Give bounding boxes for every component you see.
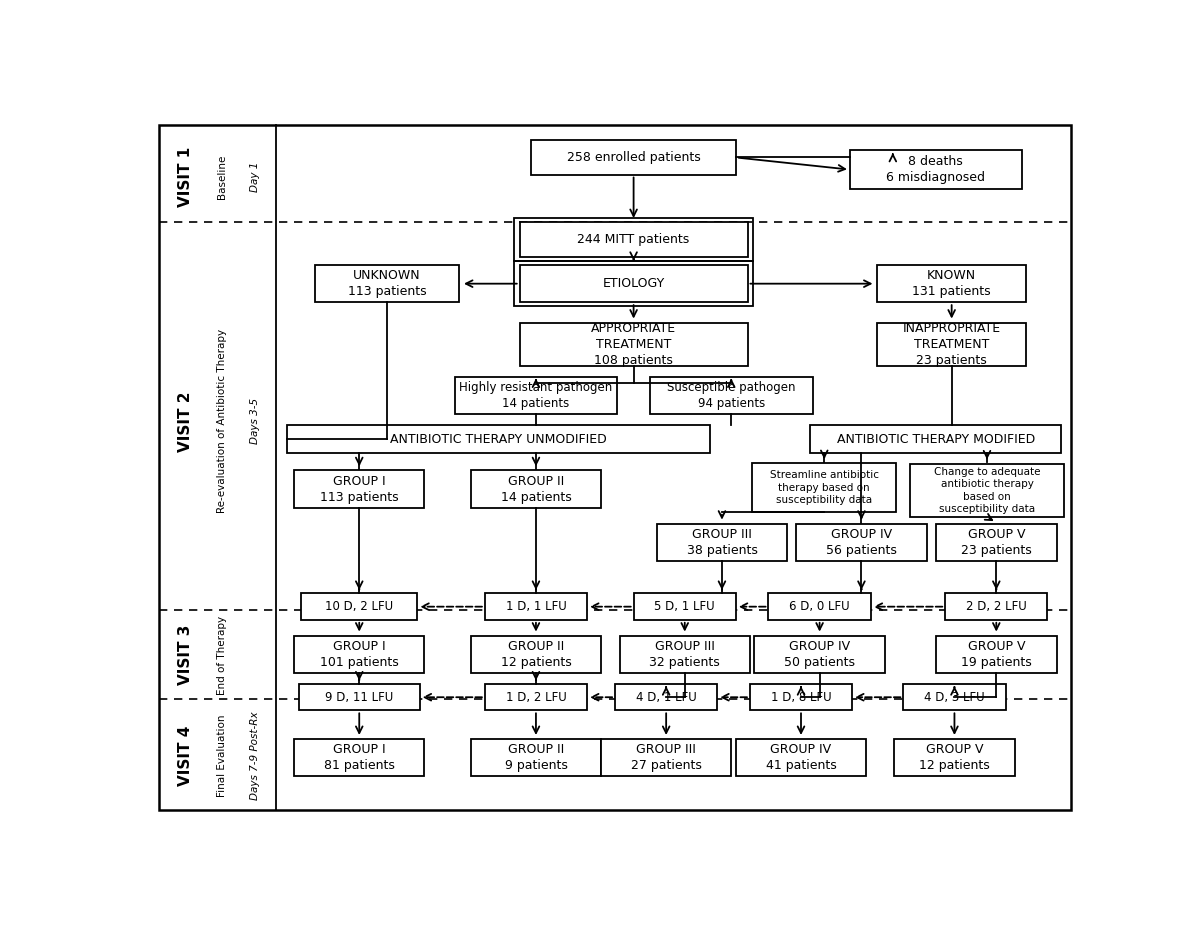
Text: GROUP I
113 patients: GROUP I 113 patients xyxy=(320,474,398,504)
Bar xyxy=(532,141,736,175)
Bar xyxy=(520,265,748,302)
Text: GROUP III
38 patients: GROUP III 38 patients xyxy=(686,528,757,557)
Bar xyxy=(470,739,601,776)
Text: 4 D, 3 LFU: 4 D, 3 LFU xyxy=(924,691,985,704)
Bar xyxy=(294,470,425,507)
Text: GROUP V
23 patients: GROUP V 23 patients xyxy=(961,528,1032,557)
Text: Highly resistant pathogen
14 patients: Highly resistant pathogen 14 patients xyxy=(460,382,612,410)
Text: Susceptible pathogen
94 patients: Susceptible pathogen 94 patients xyxy=(667,382,796,410)
Text: Days 7-9 Post-Rx: Days 7-9 Post-Rx xyxy=(250,711,260,800)
Bar xyxy=(634,594,736,619)
Bar xyxy=(520,222,748,257)
Text: End of Therapy: End of Therapy xyxy=(217,616,227,694)
Text: UNKNOWN
113 patients: UNKNOWN 113 patients xyxy=(348,269,426,298)
Bar xyxy=(470,470,601,507)
Text: VISIT 2: VISIT 2 xyxy=(178,391,193,452)
Text: 8 deaths
6 misdiagnosed: 8 deaths 6 misdiagnosed xyxy=(887,155,985,184)
Text: KNOWN
131 patients: KNOWN 131 patients xyxy=(912,269,991,298)
Text: GROUP III
32 patients: GROUP III 32 patients xyxy=(649,640,720,669)
Text: Days 3-5: Days 3-5 xyxy=(250,398,260,444)
Bar xyxy=(946,594,1048,619)
Text: ANTIBIOTIC THERAPY MODIFIED: ANTIBIOTIC THERAPY MODIFIED xyxy=(836,432,1034,445)
Text: 5 D, 1 LFU: 5 D, 1 LFU xyxy=(654,600,715,613)
Bar xyxy=(616,684,718,710)
Bar xyxy=(936,524,1057,561)
Bar xyxy=(316,265,460,302)
Text: GROUP IV
41 patients: GROUP IV 41 patients xyxy=(766,744,836,772)
Text: APPROPRIATE
TREATMENT
108 patients: APPROPRIATE TREATMENT 108 patients xyxy=(592,321,676,367)
Text: 10 D, 2 LFU: 10 D, 2 LFU xyxy=(325,600,394,613)
Text: Streamline antibiotic
therapy based on
susceptibility data: Streamline antibiotic therapy based on s… xyxy=(769,470,878,505)
Bar xyxy=(287,425,710,454)
Text: GROUP V
19 patients: GROUP V 19 patients xyxy=(961,640,1032,669)
Text: 9 D, 11 LFU: 9 D, 11 LFU xyxy=(325,691,394,704)
Bar xyxy=(514,219,754,261)
Text: INAPPROPRIATE
TREATMENT
23 patients: INAPPROPRIATE TREATMENT 23 patients xyxy=(902,321,1001,367)
Text: GROUP I
81 patients: GROUP I 81 patients xyxy=(324,744,395,772)
Bar xyxy=(299,684,420,710)
Bar xyxy=(752,463,896,512)
Bar xyxy=(470,636,601,673)
Bar xyxy=(514,261,754,307)
Text: 258 enrolled patients: 258 enrolled patients xyxy=(566,151,701,164)
Text: VISIT 1: VISIT 1 xyxy=(178,146,193,206)
Text: VISIT 3: VISIT 3 xyxy=(178,625,193,685)
Text: Final Evaluation: Final Evaluation xyxy=(217,715,227,797)
Text: GROUP IV
56 patients: GROUP IV 56 patients xyxy=(826,528,896,557)
Bar xyxy=(601,739,731,776)
Bar xyxy=(755,636,884,673)
Bar xyxy=(294,739,425,776)
Text: GROUP V
12 patients: GROUP V 12 patients xyxy=(919,744,990,772)
Text: GROUP II
14 patients: GROUP II 14 patients xyxy=(500,474,571,504)
Bar xyxy=(810,425,1062,454)
Text: 1 D, 8 LFU: 1 D, 8 LFU xyxy=(770,691,832,704)
Bar xyxy=(894,739,1015,776)
Text: GROUP II
9 patients: GROUP II 9 patients xyxy=(504,744,568,772)
Text: 1 D, 1 LFU: 1 D, 1 LFU xyxy=(505,600,566,613)
Bar xyxy=(936,636,1057,673)
Bar xyxy=(520,323,748,366)
Bar xyxy=(656,524,787,561)
Bar xyxy=(294,636,425,673)
Bar xyxy=(485,594,587,619)
Bar xyxy=(877,265,1026,302)
Text: GROUP III
27 patients: GROUP III 27 patients xyxy=(631,744,702,772)
Bar xyxy=(877,323,1026,366)
Bar xyxy=(485,684,587,710)
Bar xyxy=(768,594,871,619)
Text: 1 D, 2 LFU: 1 D, 2 LFU xyxy=(505,691,566,704)
Text: VISIT 4: VISIT 4 xyxy=(178,725,193,786)
Text: ETIOLOGY: ETIOLOGY xyxy=(602,277,665,290)
Bar xyxy=(301,594,418,619)
Text: Baseline: Baseline xyxy=(217,155,227,199)
Bar xyxy=(619,636,750,673)
Text: Day 1: Day 1 xyxy=(250,161,260,192)
Text: 2 D, 2 LFU: 2 D, 2 LFU xyxy=(966,600,1027,613)
Bar xyxy=(911,464,1063,518)
Bar xyxy=(736,739,866,776)
Text: GROUP I
101 patients: GROUP I 101 patients xyxy=(320,640,398,669)
Bar xyxy=(797,524,926,561)
Text: 6 D, 0 LFU: 6 D, 0 LFU xyxy=(790,600,850,613)
Bar xyxy=(650,377,812,414)
Text: 4 D, 1 LFU: 4 D, 1 LFU xyxy=(636,691,696,704)
Text: GROUP IV
50 patients: GROUP IV 50 patients xyxy=(784,640,856,669)
Text: Re-evaluation of Antibiotic Therapy: Re-evaluation of Antibiotic Therapy xyxy=(217,330,227,513)
Bar xyxy=(455,377,617,414)
Text: Change to adequate
antibiotic therapy
based on
susceptibility data: Change to adequate antibiotic therapy ba… xyxy=(934,467,1040,514)
Text: 244 MITT patients: 244 MITT patients xyxy=(577,233,690,246)
Bar xyxy=(904,684,1006,710)
Text: ANTIBIOTIC THERAPY UNMODIFIED: ANTIBIOTIC THERAPY UNMODIFIED xyxy=(390,432,607,445)
Text: GROUP II
12 patients: GROUP II 12 patients xyxy=(500,640,571,669)
Bar xyxy=(750,684,852,710)
Bar xyxy=(850,150,1022,189)
